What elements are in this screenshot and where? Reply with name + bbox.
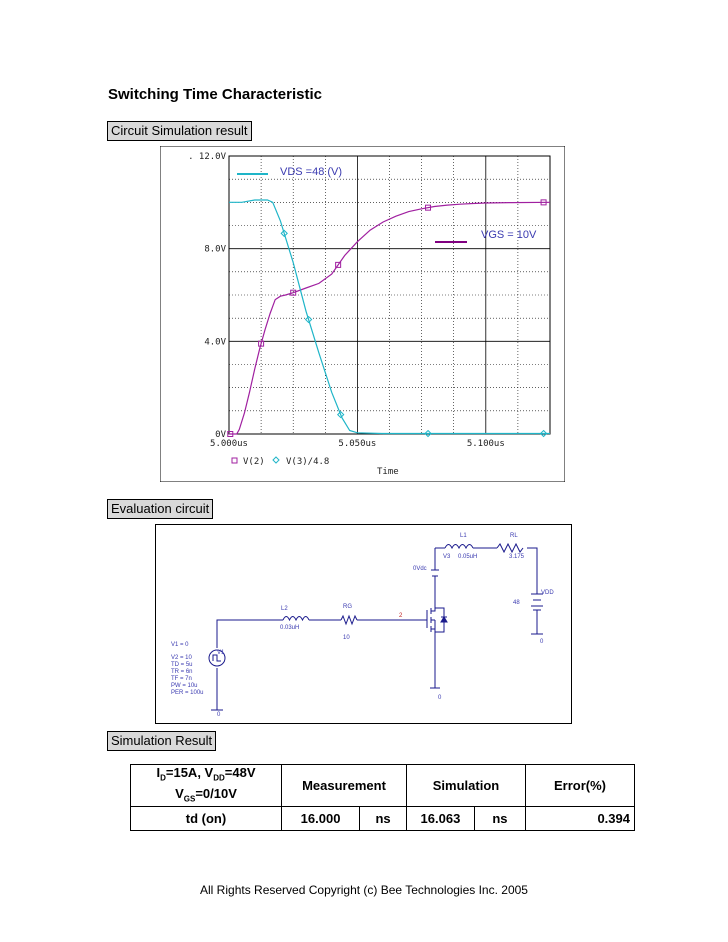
label-l2-value: 0.03uH [280,625,299,631]
label-rl: RL [510,533,518,539]
label-l1-value: 0.05uH [458,554,477,560]
x-tick-label: 5.100us [467,439,505,449]
y-tick-label: 4.0V [204,337,226,347]
measurement-value: 16.000 [280,806,361,832]
section-label-evaluation-circuit: Evaluation circuit [107,499,214,519]
measurement-unit: ns [359,806,407,832]
series-line-v2 [229,201,551,435]
header-measurement: Measurement [281,763,407,808]
simulation-value: 16.063 [406,806,475,832]
pulse-icon [212,654,221,662]
error-value: 0.394 [525,806,635,832]
resistor-rl [496,542,524,554]
simulation-result-table: ID=15A, VDD=48V VGS=0/10V Measurement Si… [130,763,635,832]
label-gnd-v1: 0 [217,712,221,718]
label-v1: V1 [217,650,225,656]
v1-param: TD = 5u [171,662,193,668]
row-label-td-on: td (on) [130,806,282,832]
wire-v1-l2 [216,619,283,648]
condition-cell: ID=15A, VDD=48V VGS=0/10V [130,763,282,808]
v1-param: TR = 6n [171,669,193,675]
y-tick-label: 0V [215,430,226,440]
series-marker-v3 [539,429,548,438]
label-rg-value: 10 [343,635,350,641]
series-marker-v2 [258,340,265,347]
legend-label-v2: V(2) [243,457,265,467]
section-label-simulation-result: Simulation Result [107,731,217,751]
v1-param: TF = 7n [171,676,192,682]
series-marker-v3 [304,315,313,324]
v1-pulse-source [208,649,226,667]
circuit-frame [155,524,572,724]
label-v3-value: 0Vdc [413,566,427,572]
v1-param: PER = 100u [171,690,204,696]
series-line-v3 [229,199,550,435]
ground-symbols [211,633,543,711]
legend-label-v3: V(3)/4.8 [286,457,329,467]
label-l2: L2 [281,606,288,612]
section-label-circuit-simulation: Circuit Simulation result [107,121,252,141]
resistor-rg [340,614,358,626]
legend-marker-v2 [231,457,238,464]
chart-grid [229,156,550,434]
label-vdd-value: 48 [513,600,520,606]
vds-annotation: VDS =48 (V) [280,166,342,178]
legend-marker-v3 [272,456,280,464]
label-rl-value: 3.175 [509,554,525,560]
wire-rl-vdd [527,547,538,594]
page-title: Switching Time Characteristic [108,86,322,103]
label-gnd-mosfet: 0 [438,695,442,701]
series-marker-v2 [425,204,432,211]
circuit-wires [216,547,538,710]
y-tick-label: . 12.0V [188,152,227,162]
series-marker-v2 [335,261,342,268]
v1-param: V2 = 10 [171,655,193,661]
series-marker-v2 [227,431,234,437]
switching-waveform-chart: . 12.0V 8.0V 4.0V 0V5.000us 5.050us 5.100us V… [160,146,565,482]
inductor-l1 [444,544,474,550]
vgs-annotation: VGS = 10V [481,229,537,241]
label-rg: RG [343,604,352,610]
label-v3: V3 [443,554,451,560]
evaluation-circuit-diagram: L1 0.05uH RL 3.175 V3 0Vdc VDD 48 L2 0.0… [155,524,572,724]
label-gnd-vdd: 0 [540,639,544,645]
y-tick-label: 8.0V [204,245,226,255]
series-marker-v3 [280,229,288,238]
header-error: Error(%) [525,763,635,808]
v1-param: V1 = 0 [171,642,189,648]
copyright-footer: All Rights Reserved Copyright (c) Bee Te… [200,883,528,897]
v1-param: PW = 10u [171,683,198,689]
mosfet [426,604,448,634]
label-l1: L1 [460,533,467,539]
simulation-unit: ns [473,806,527,832]
series-marker-v3 [337,410,345,419]
label-node-2: 2 [399,613,403,619]
x-tick-label: 5.050us [338,439,376,449]
chart-frame [160,146,565,482]
inductor-l2 [282,616,310,622]
series-marker-v2 [290,289,297,296]
series-marker-v2 [540,199,547,206]
x-axis-label: Time [377,467,399,477]
series-marker-v3 [424,429,432,438]
label-vdd: VDD [541,590,554,596]
x-tick-label: 5.000us [210,439,248,449]
header-simulation: Simulation [406,763,526,808]
